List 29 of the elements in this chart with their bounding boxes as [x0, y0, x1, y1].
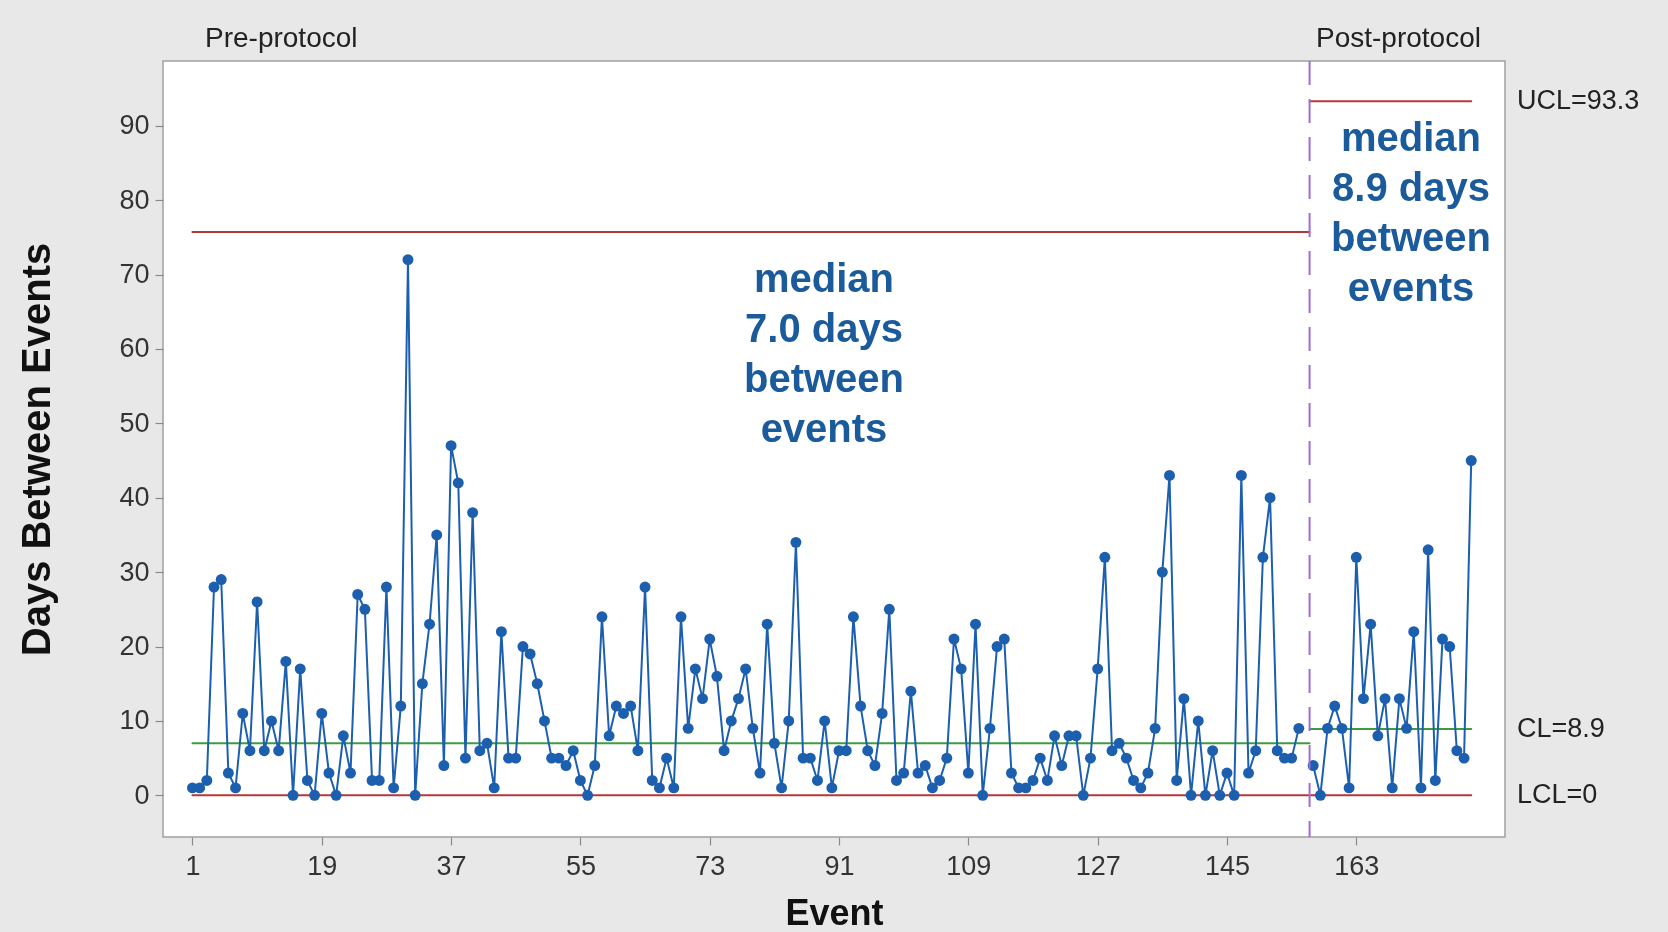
- x-axis-title: Event: [785, 891, 884, 932]
- x-tick-label: 37: [436, 850, 467, 881]
- x-tick-label: 163: [1334, 850, 1380, 881]
- x-tick-label: 55: [565, 850, 596, 881]
- y-tick-label: 70: [119, 259, 150, 290]
- text: Post-protocol: [1316, 22, 1481, 53]
- y-tick-label: 20: [119, 631, 150, 662]
- x-tick-label: 1: [185, 850, 201, 881]
- y-tick-label: 30: [119, 556, 150, 587]
- x-tick-label: 127: [1075, 850, 1121, 881]
- x-tick-label: 145: [1204, 850, 1250, 881]
- y-tick-label: 0: [134, 779, 150, 810]
- x-tick-label: 91: [824, 850, 855, 881]
- x-tick-label: 19: [307, 850, 338, 881]
- y-tick-label: 80: [119, 184, 150, 215]
- series-label: LCL=0: [1517, 779, 1598, 810]
- y-tick-label: 40: [119, 482, 150, 513]
- x-tick-label: 109: [946, 850, 992, 881]
- y-axis-title: Days Between Events: [13, 242, 58, 657]
- y-tick-label: 90: [119, 110, 150, 141]
- annotation: median 8.9 days between events: [1330, 115, 1492, 309]
- series-label: UCL=93.3: [1517, 85, 1640, 116]
- y-tick-label: 60: [119, 333, 150, 364]
- x-tick-label: 73: [695, 850, 726, 881]
- y-tick-label: 10: [119, 705, 150, 736]
- annotation: median 7.0 days between events: [743, 256, 905, 450]
- series-label: CL=8.9: [1517, 713, 1605, 744]
- text: Pre-protocol: [205, 22, 358, 53]
- y-tick-label: 50: [119, 407, 150, 438]
